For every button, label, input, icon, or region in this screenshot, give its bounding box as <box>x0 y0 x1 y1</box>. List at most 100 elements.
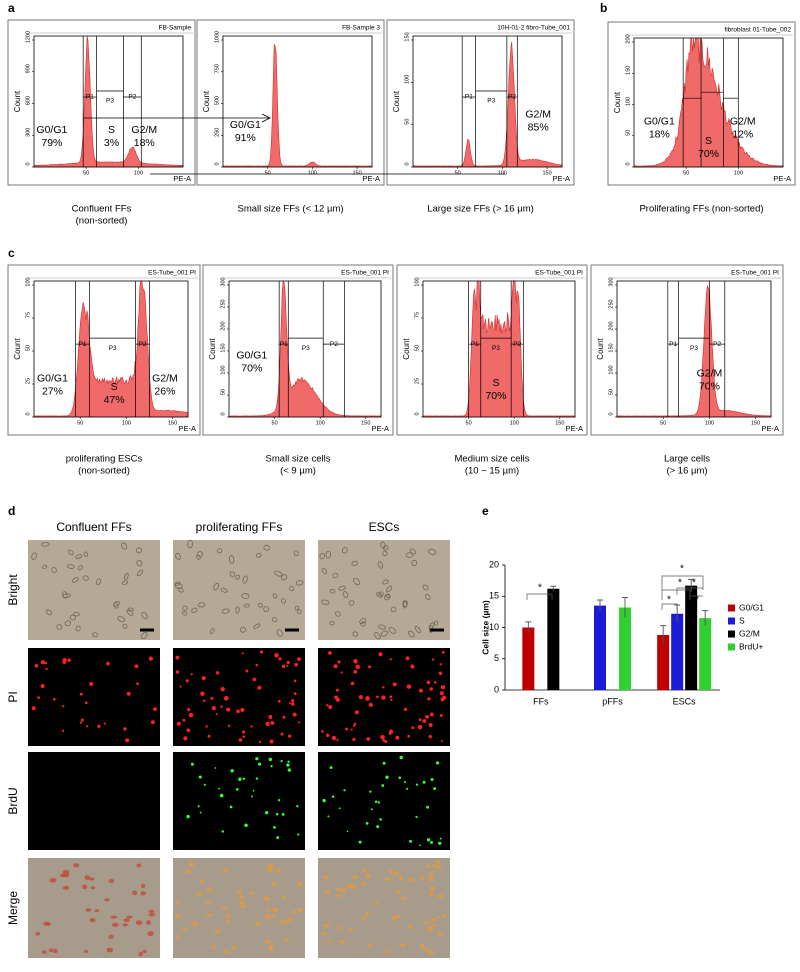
cell <box>62 593 71 599</box>
axis-label: PE-A <box>761 424 779 433</box>
cell <box>384 877 391 881</box>
x-tick-label: 150 <box>751 420 760 426</box>
cell <box>323 923 331 928</box>
phase-label: S <box>492 377 499 389</box>
cell <box>264 940 271 944</box>
bar <box>657 635 670 690</box>
cell <box>366 737 371 741</box>
cell <box>277 798 281 802</box>
cell <box>417 724 423 730</box>
cell <box>409 839 413 843</box>
gate-label: P3 <box>302 345 310 352</box>
cell <box>382 686 385 689</box>
cell <box>428 723 433 727</box>
cell <box>270 720 275 725</box>
flow-panel-frame <box>590 264 784 436</box>
legend-label: G2/M <box>739 628 760 638</box>
cell <box>426 949 432 953</box>
cell <box>331 735 337 741</box>
gate-label: P1 <box>471 341 479 348</box>
cell <box>85 908 92 912</box>
cell <box>188 712 194 718</box>
cell <box>121 542 127 550</box>
cell <box>203 783 206 786</box>
cell <box>89 681 94 686</box>
phase-label: S <box>108 124 115 136</box>
cell <box>68 549 74 556</box>
cell <box>213 582 220 591</box>
cell <box>439 714 443 717</box>
gate-label: P1 <box>86 94 94 101</box>
cell <box>40 683 45 688</box>
caption: Small size cells <box>266 454 331 465</box>
cell <box>392 682 397 687</box>
caption: Large size FFs (> 16 µm) <box>427 204 534 215</box>
cell <box>322 798 326 803</box>
cell <box>176 901 182 905</box>
column-header: ESCs <box>369 520 400 534</box>
cell <box>271 913 276 917</box>
cell <box>339 939 347 944</box>
cell <box>197 602 206 608</box>
cell <box>220 686 225 692</box>
y-tick-label: 150 <box>625 66 631 75</box>
cell <box>323 875 330 880</box>
y-tick-label: 50 <box>25 345 31 351</box>
cell <box>376 695 379 699</box>
micrograph <box>173 648 305 746</box>
cell <box>97 724 101 728</box>
x-tick-label: 50 <box>265 170 271 176</box>
cell <box>376 825 380 829</box>
plot-frame <box>412 35 563 168</box>
cell <box>295 580 304 586</box>
cell <box>53 948 58 954</box>
cell <box>279 919 285 924</box>
phase-label: G0/G1 <box>37 373 68 385</box>
flow-header: ES-Tube_001 PI <box>341 270 389 277</box>
cell <box>136 560 143 567</box>
y-tick-label: 300 <box>220 277 226 286</box>
flow-header: FB-Sample 3 <box>342 25 380 32</box>
cell <box>438 671 443 676</box>
axis-label: Count <box>613 91 622 113</box>
phase-label: S <box>705 135 712 147</box>
cell <box>430 924 436 928</box>
x-tick-label: 50 <box>660 420 666 426</box>
axis-label: Count <box>13 338 22 360</box>
cell <box>185 679 189 683</box>
plot-frame <box>616 280 772 418</box>
cell <box>369 790 372 793</box>
cell <box>43 921 50 926</box>
cell <box>59 873 66 878</box>
cell <box>218 787 221 790</box>
cell <box>241 730 246 734</box>
y-tick-label: 50 <box>625 130 631 136</box>
cell <box>215 671 220 675</box>
cell <box>183 736 188 741</box>
axis-label: Count <box>202 90 211 112</box>
cell <box>280 895 287 899</box>
cell <box>338 585 346 591</box>
cell <box>153 707 157 712</box>
significance-bracket <box>661 575 704 590</box>
cell <box>430 841 433 844</box>
axis-label: PE-A <box>178 424 196 433</box>
axis-label: PE-A <box>173 174 191 183</box>
x-tick-label: 50 <box>77 420 83 426</box>
cell <box>239 894 244 900</box>
y-tick-label: 150 <box>608 343 614 352</box>
cell <box>345 727 348 731</box>
cell <box>377 801 381 804</box>
cell <box>77 565 83 571</box>
cell <box>442 695 447 700</box>
cell <box>238 738 243 742</box>
cell <box>377 561 384 569</box>
cell <box>388 729 394 734</box>
cell <box>437 894 445 899</box>
cell <box>205 901 212 905</box>
cell <box>255 552 262 558</box>
cell <box>244 823 248 828</box>
cell <box>48 948 54 953</box>
cell <box>200 879 205 884</box>
cell <box>336 738 339 742</box>
